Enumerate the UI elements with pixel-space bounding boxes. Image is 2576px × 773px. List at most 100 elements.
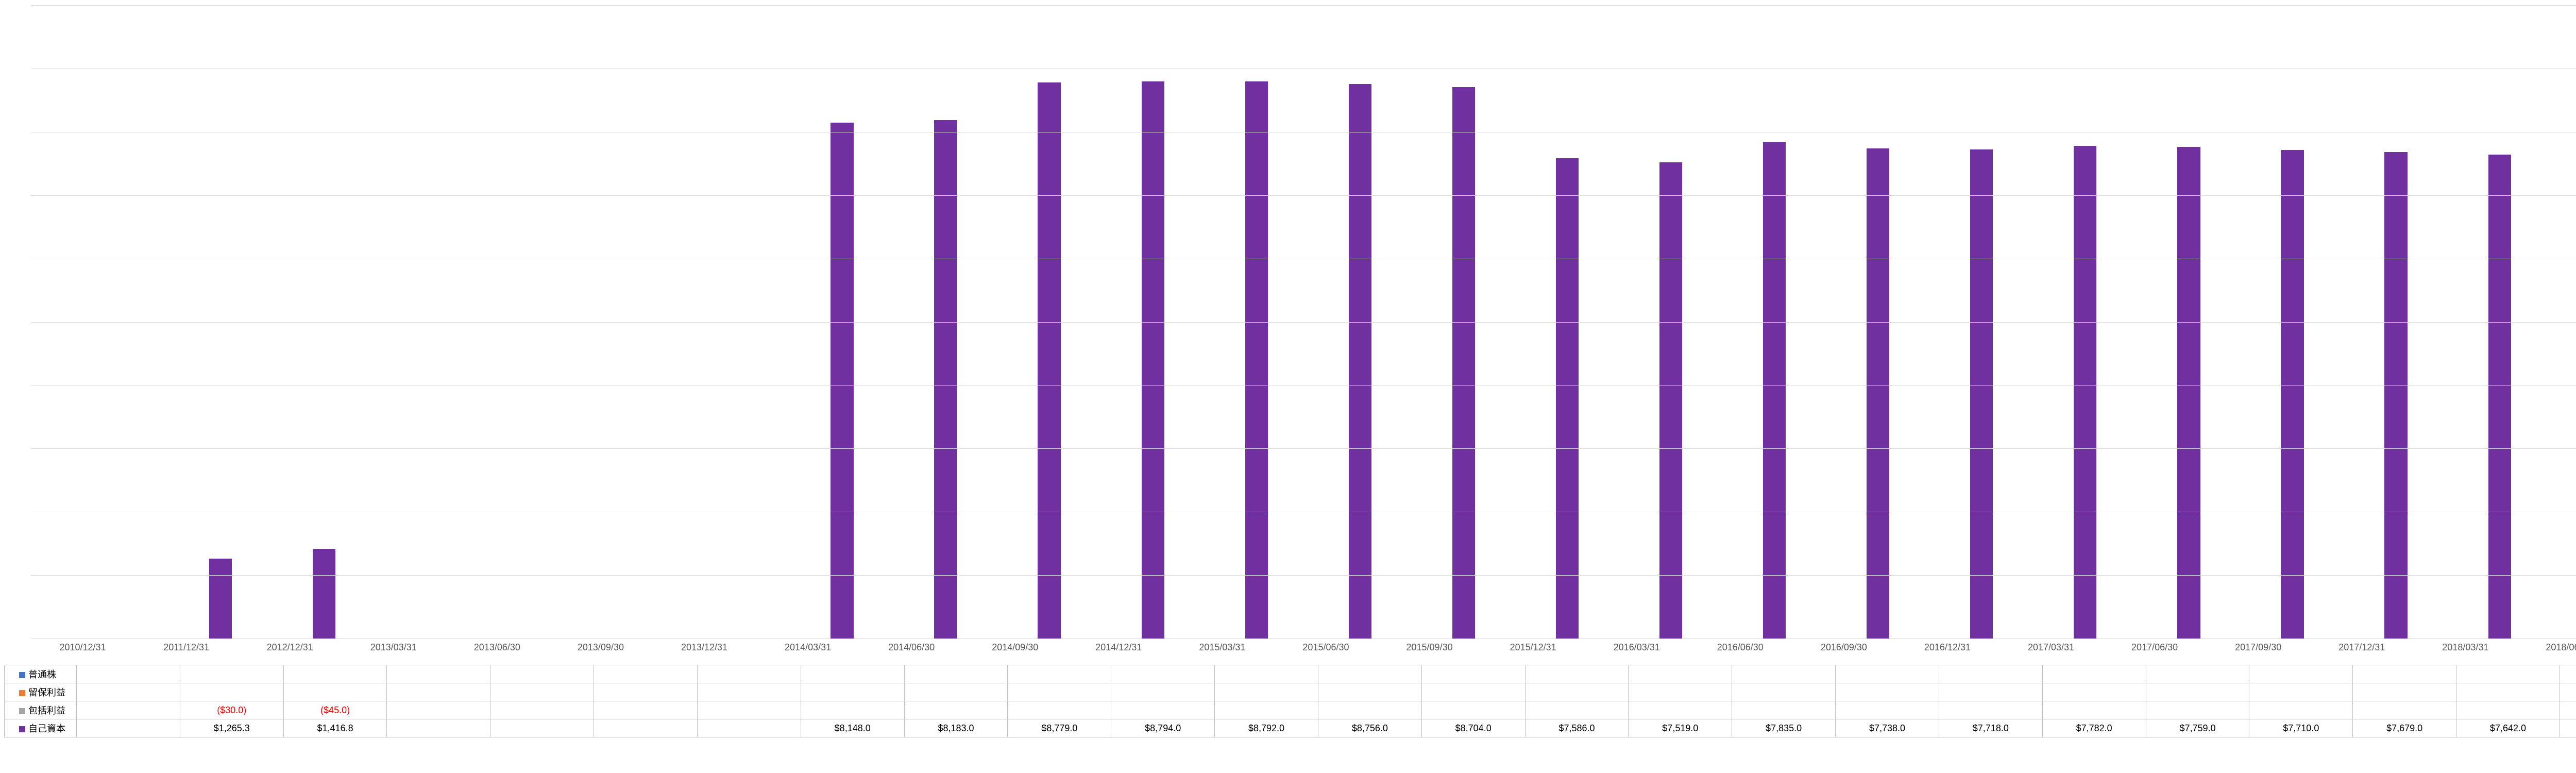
table-cell — [2249, 683, 2353, 701]
table-cell — [1732, 665, 1836, 683]
x-tick-label: 2016/12/31 — [1895, 639, 1999, 654]
table-cell — [904, 665, 1008, 683]
row-header: 留保利益 — [5, 683, 77, 701]
table-cell: $1,265.3 — [180, 719, 283, 737]
table-cell: $8,148.0 — [801, 719, 904, 737]
table-cell — [2353, 665, 2456, 683]
table-cell — [1836, 665, 1939, 683]
table-cell: $8,792.0 — [1215, 719, 1318, 737]
table-cell: ($45.0) — [283, 701, 387, 719]
table-cell — [1421, 701, 1525, 719]
table-cell — [1939, 683, 2042, 701]
x-tick-label: 2015/06/30 — [1274, 639, 1378, 654]
table-cell — [594, 719, 698, 737]
table-cell: $7,738.0 — [1836, 719, 1939, 737]
x-tick-label: 2013/03/31 — [342, 639, 445, 654]
table-cell — [1318, 701, 1421, 719]
table-cell — [697, 683, 801, 701]
table-row: 自己資本$1,265.3$1,416.8$8,148.0$8,183.0$8,7… — [5, 719, 2576, 737]
x-tick-label: 2015/12/31 — [1481, 639, 1585, 654]
x-tick-label: 2016/06/30 — [1688, 639, 1792, 654]
bar — [209, 559, 232, 639]
table-cell — [2249, 701, 2353, 719]
legend-swatch — [19, 672, 25, 678]
table-cell — [387, 701, 490, 719]
table-cell — [2560, 683, 2576, 701]
table-cell — [77, 683, 180, 701]
table-cell — [1215, 683, 1318, 701]
table-cell — [283, 683, 387, 701]
x-tick-label: 2013/12/31 — [652, 639, 756, 654]
table-cell — [2249, 665, 2353, 683]
bar — [1038, 82, 1060, 638]
table-cell — [77, 701, 180, 719]
row-header-label: 包括利益 — [28, 705, 65, 716]
table-cell — [697, 665, 801, 683]
table-cell — [2353, 683, 2456, 701]
table-cell — [1008, 683, 1111, 701]
table-cell — [904, 701, 1008, 719]
table-row: 包括利益($30.0)($45.0)($3.0)($4.0)($3.0)($9.… — [5, 701, 2576, 719]
table-cell — [1111, 701, 1215, 719]
gridline — [31, 5, 2576, 6]
bar — [2074, 146, 2096, 638]
table-cell — [1008, 701, 1111, 719]
table-cell: $7,835.0 — [1732, 719, 1836, 737]
row-header: 自己資本 — [5, 719, 77, 737]
table-cell — [387, 683, 490, 701]
legend-swatch — [19, 690, 25, 696]
table-row: 普通株 — [5, 665, 2576, 683]
bar — [831, 123, 853, 638]
table-cell — [1939, 665, 2042, 683]
table-cell — [1836, 683, 1939, 701]
bar — [1349, 84, 1371, 638]
table-cell — [594, 683, 698, 701]
x-tick-label: 2014/09/30 — [963, 639, 1067, 654]
legend-swatch — [19, 726, 25, 732]
table-cell: $7,642.0 — [2456, 719, 2560, 737]
x-axis: 2010/12/312011/12/312012/12/312013/03/31… — [31, 639, 2576, 654]
table-cell — [1318, 665, 1421, 683]
table-cell: $7,718.0 — [1939, 719, 2042, 737]
table-cell — [2146, 683, 2249, 701]
table-cell — [283, 665, 387, 683]
plot-region: $0$1,000$2,000$3,000$4,000$5,000$6,000$7… — [31, 5, 2576, 639]
table-cell — [1629, 683, 1732, 701]
table-cell — [77, 665, 180, 683]
table-cell: $8,704.0 — [1421, 719, 1525, 737]
table-cell — [1111, 665, 1215, 683]
x-tick-label: 2017/12/31 — [2310, 639, 2414, 654]
x-tick-label: 2010/12/31 — [31, 639, 134, 654]
table-cell — [1629, 665, 1732, 683]
bar — [1556, 158, 1579, 638]
table-cell — [180, 683, 283, 701]
row-header-label: 普通株 — [28, 669, 56, 680]
x-tick-label: 2012/12/31 — [238, 639, 342, 654]
gridline — [31, 448, 2576, 449]
x-tick-label: 2014/03/31 — [756, 639, 860, 654]
gridline — [31, 322, 2576, 323]
bar — [2177, 147, 2200, 638]
bar — [2488, 155, 2511, 638]
x-tick-label: 2016/09/30 — [1792, 639, 1895, 654]
table-cell — [1836, 701, 1939, 719]
table-cell: $7,586.0 — [1525, 719, 1629, 737]
table-cell — [1525, 665, 1629, 683]
bar — [1867, 148, 1889, 638]
table-cell: $7,759.0 — [2146, 719, 2249, 737]
table-cell — [801, 683, 904, 701]
bar — [1452, 87, 1475, 638]
table-cell: $7,710.0 — [2249, 719, 2353, 737]
gridline — [31, 195, 2576, 196]
bar — [2384, 152, 2407, 638]
x-tick-label: 2017/09/30 — [2207, 639, 2310, 654]
table-cell: $7,782.0 — [2042, 719, 2146, 737]
table-cell — [1111, 683, 1215, 701]
bar — [313, 549, 335, 638]
table-cell — [1215, 665, 1318, 683]
table-cell: $7,679.0 — [2353, 719, 2456, 737]
table-cell — [1629, 701, 1732, 719]
table-cell — [904, 683, 1008, 701]
table-cell — [180, 665, 283, 683]
row-header: 普通株 — [5, 665, 77, 683]
